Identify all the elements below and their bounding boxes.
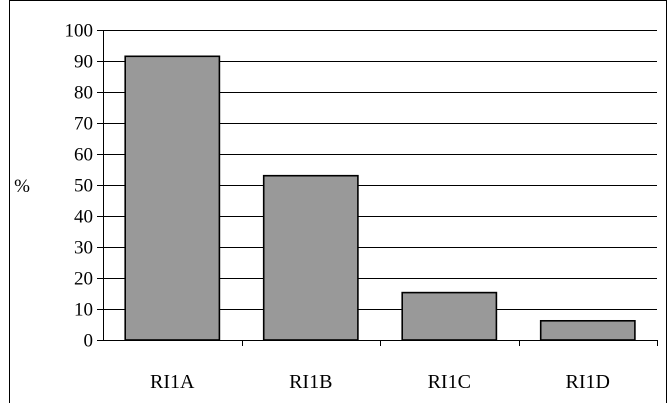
x-category-label-RI1B: RI1B <box>289 371 332 393</box>
y-tick-label-60: 60 <box>74 145 93 166</box>
y-tick-label-20: 20 <box>74 269 93 290</box>
bar-RI1D <box>539 319 636 341</box>
axes <box>97 30 658 346</box>
bar-RI1C <box>401 291 498 341</box>
bar-RI1B <box>262 174 359 341</box>
x-category-label-RI1A: RI1A <box>150 371 195 393</box>
y-tick-label-50: 50 <box>74 176 93 197</box>
y-axis-label: % <box>14 176 30 197</box>
y-tick-label-30: 30 <box>74 238 93 259</box>
x-category-labels: RI1A RI1B RI1C RI1D <box>150 371 610 393</box>
bar-RI1A <box>124 55 221 341</box>
y-tick-label-10: 10 <box>74 300 93 321</box>
x-category-label-RI1D: RI1D <box>566 371 610 393</box>
y-tick-label-80: 80 <box>74 83 93 104</box>
y-tick-label-70: 70 <box>74 114 93 135</box>
y-tick-labels: 0 10 20 30 40 50 60 70 80 90 100 <box>65 21 94 352</box>
y-tick-label-90: 90 <box>74 52 93 73</box>
x-category-label-RI1C: RI1C <box>428 371 471 393</box>
bars <box>124 55 636 341</box>
y-tick-label-0: 0 <box>84 331 94 352</box>
y-tick-label-100: 100 <box>65 21 94 42</box>
y-tick-label-40: 40 <box>74 207 93 228</box>
